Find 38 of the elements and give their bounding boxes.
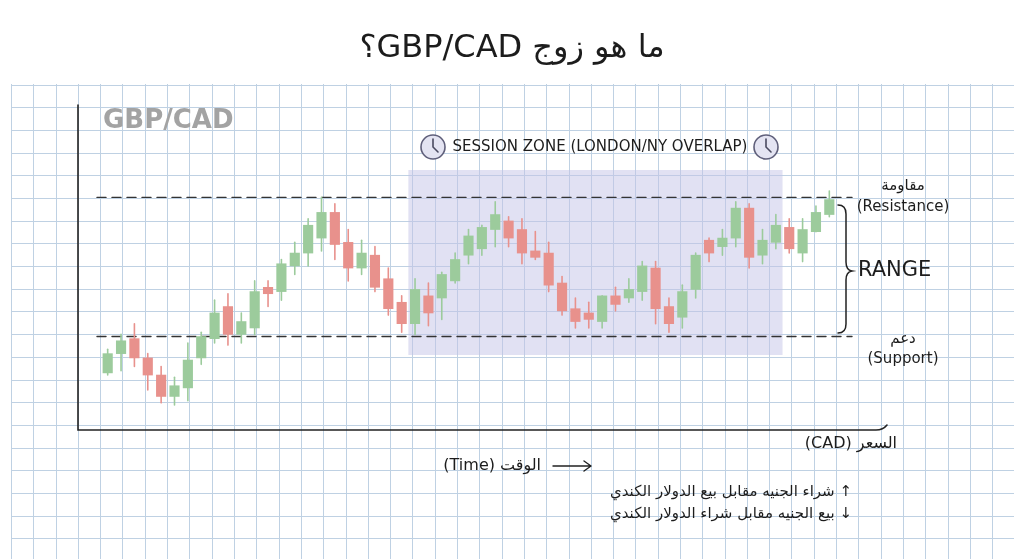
text: SESSION ZONE (LONDON/NY OVERLAP) (452, 136, 748, 155)
candlestick (356, 239, 367, 276)
candlestick (490, 200, 501, 248)
candlestick (530, 230, 541, 261)
text: RANGE (858, 257, 932, 282)
candlestick (169, 376, 180, 406)
candlestick (115, 333, 127, 372)
candlestick (450, 252, 461, 284)
candlestick (703, 237, 715, 263)
text: ↑ شراء الجنيه مقابل بيع الدولار الكندي (610, 481, 852, 501)
candlestick (102, 348, 113, 376)
candlestick (583, 301, 594, 329)
candlestick (262, 280, 274, 308)
text: ↓ بيع الجنيه مقابل شراء الدولار الكندي (610, 503, 852, 523)
candlestick (623, 277, 634, 304)
x-axis-title: الوقت (Time) (443, 455, 541, 476)
candlestick (156, 365, 167, 404)
candlestick (289, 241, 300, 276)
candlestick (570, 297, 581, 329)
candlestick (463, 228, 474, 265)
candlestick (129, 322, 140, 368)
candlestick (824, 190, 835, 218)
candlestick (396, 295, 407, 334)
candlestick (610, 286, 621, 312)
candlestick (717, 228, 728, 256)
candlestick (423, 282, 434, 327)
candlestick (810, 205, 822, 233)
candlestick (236, 312, 247, 344)
candlestick (757, 228, 768, 265)
candlestick (196, 331, 207, 366)
candlestick (784, 218, 795, 254)
candlestick (503, 215, 514, 248)
text: السعر (CAD) (804, 433, 897, 454)
candlestick (770, 213, 781, 250)
chart-title: ما هو زوج GBP/CAD؟ (359, 27, 665, 66)
candlestick (476, 224, 487, 256)
candlestick (663, 297, 675, 334)
candlestick (142, 352, 153, 391)
